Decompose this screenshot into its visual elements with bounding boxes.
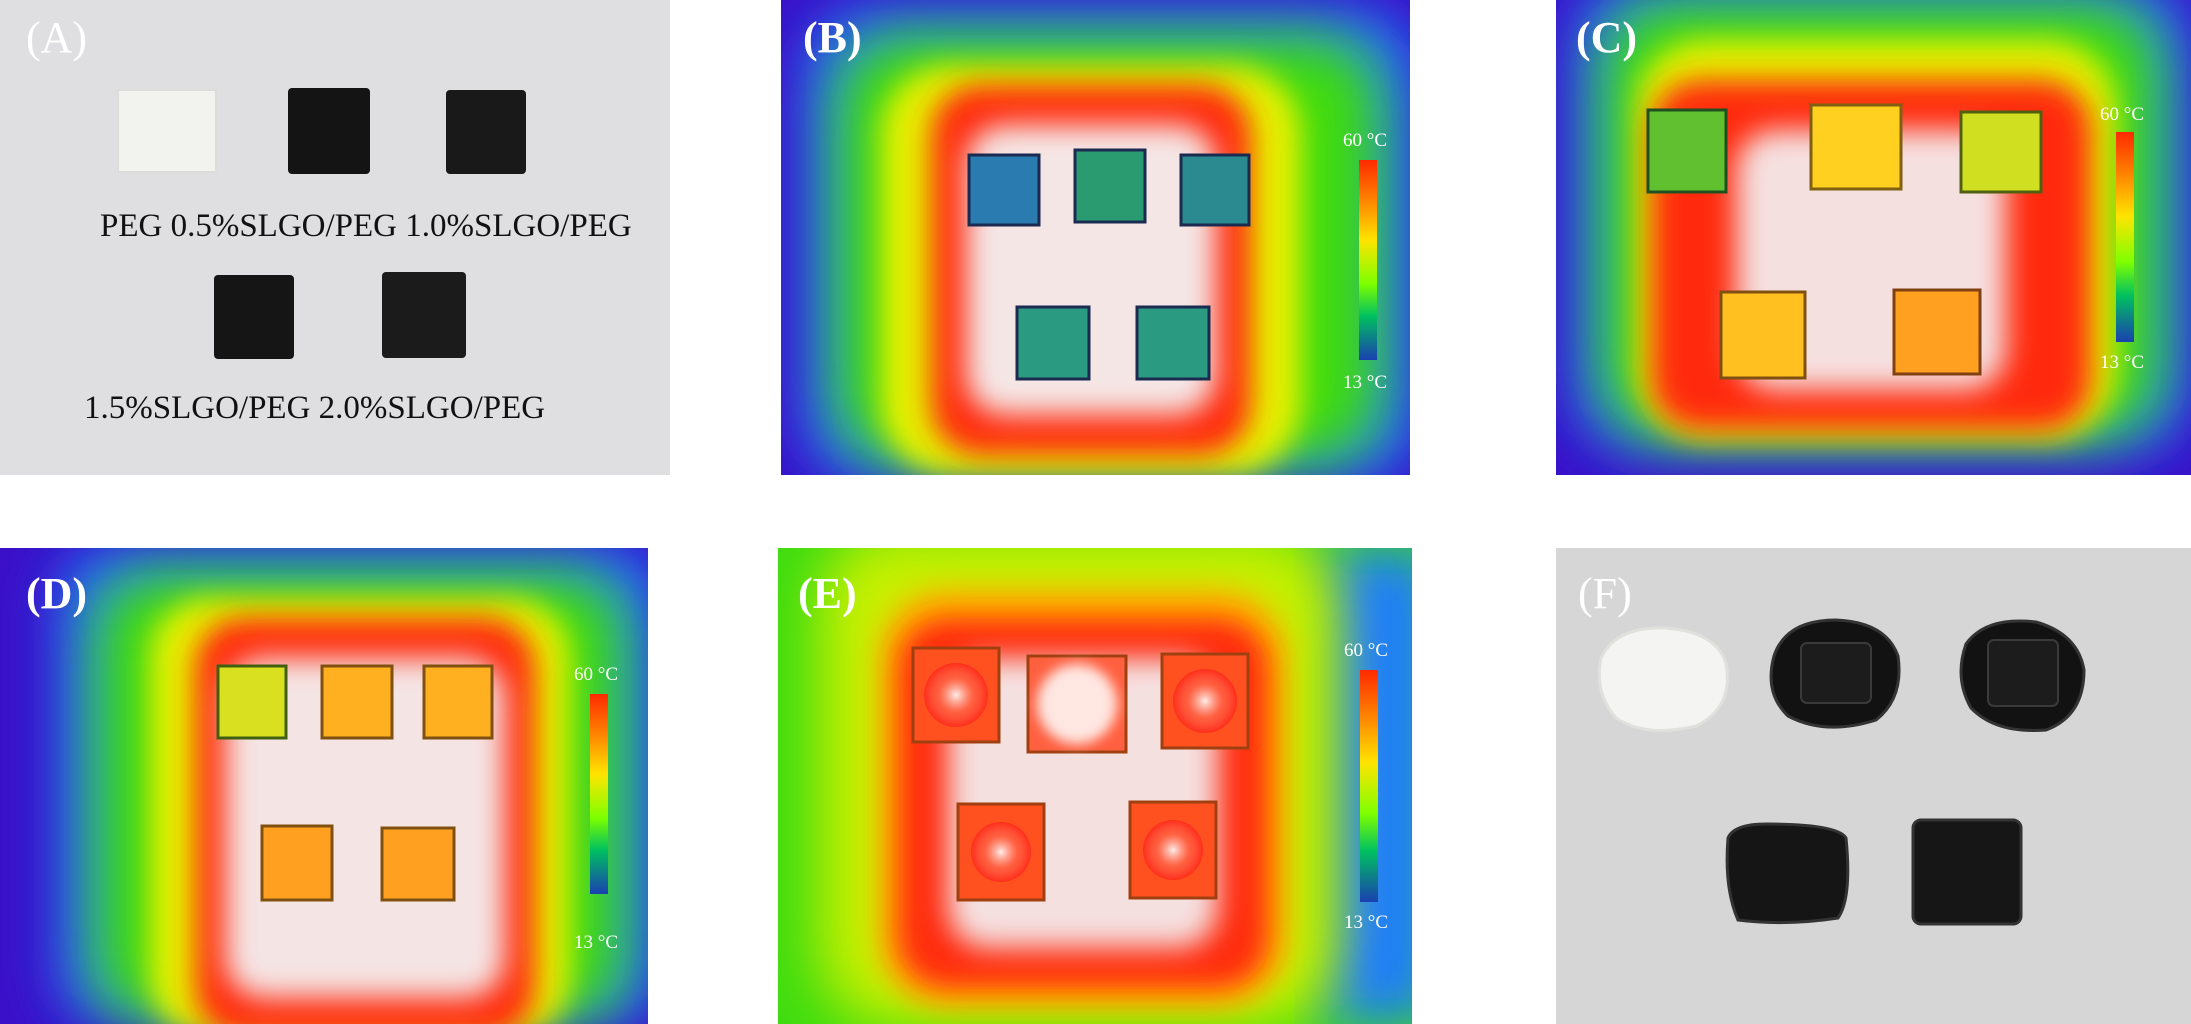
sample-2 xyxy=(1809,103,1903,191)
sample-5 xyxy=(380,826,456,902)
panel-b-label: (B) xyxy=(803,13,862,62)
panel-a-image xyxy=(0,0,670,475)
sample-1 xyxy=(1646,108,1728,194)
sample-peg xyxy=(117,89,217,173)
panel-f-photo: (F) xyxy=(1556,548,2191,1024)
panel-e-label: (E) xyxy=(798,569,857,618)
panel-e-image xyxy=(778,548,1412,1024)
sample-1 xyxy=(967,153,1041,227)
panel-a-label: (A) xyxy=(26,13,88,62)
sample-0.5-slgo xyxy=(288,88,370,174)
panel-d-label: (D) xyxy=(26,569,88,618)
panel-e-thermal: (E) 60 °C 13 °C xyxy=(778,548,1412,1024)
panel-b-scale-max: 60 °C xyxy=(1343,130,1388,151)
panel-b-scale-min: 13 °C xyxy=(1343,372,1388,393)
sample-5 xyxy=(1892,288,1982,376)
sample-4 xyxy=(260,824,334,902)
sample-3 xyxy=(1179,153,1251,227)
panel-d-colorbar xyxy=(590,694,608,894)
panel-a-caption-top: PEG 0.5%SLGO/PEG 1.0%SLGO/PEG xyxy=(100,208,632,244)
panel-b-image xyxy=(781,0,1410,475)
panel-f-image xyxy=(1556,548,2191,1024)
panel-d-scale-min: 13 °C xyxy=(574,932,619,953)
panel-a-photo: (A) PEG 0.5%SLGO/PEG 1.0%SLGO/PEG 1.5%SL… xyxy=(0,0,670,475)
panel-e-scale-min: 13 °C xyxy=(1344,912,1389,933)
sample-3 xyxy=(1959,110,2043,194)
sample-1.5-slgo-melted xyxy=(1725,822,1850,925)
sample-1 xyxy=(216,664,288,740)
panel-a-caption-bottom: 1.5%SLGO/PEG 2.0%SLGO/PEG xyxy=(84,390,546,426)
panel-d-scale-max: 60 °C xyxy=(574,664,619,685)
panel-d-image xyxy=(0,548,648,1024)
panel-c-scale-min: 13 °C xyxy=(2100,352,2145,373)
sample-1.5-slgo xyxy=(214,275,294,359)
panel-c-thermal: (C) 60 °C 13 °C xyxy=(1556,0,2191,475)
sample-peg-melted xyxy=(1597,626,1729,732)
sample-3 xyxy=(422,664,494,740)
panel-b-colorbar xyxy=(1359,160,1377,360)
panel-c-label: (C) xyxy=(1576,13,1638,62)
panel-d-thermal: (D) 60 °C 13 °C xyxy=(0,548,648,1024)
sample-2.0-slgo-melted xyxy=(1911,818,2023,926)
panel-c-image xyxy=(1556,0,2191,475)
panel-b-thermal: (B) 60 °C 13 °C xyxy=(781,0,1410,475)
sample-2 xyxy=(320,664,394,740)
sample-2 xyxy=(1073,148,1147,224)
panel-e-scale-max: 60 °C xyxy=(1344,640,1389,661)
sample-4 xyxy=(1015,305,1091,381)
panel-c-scale-max: 60 °C xyxy=(2100,104,2145,125)
sample-4 xyxy=(1719,290,1807,380)
sample-1.0-slgo xyxy=(446,90,526,174)
sample-2.0-slgo xyxy=(382,272,466,358)
panel-c-colorbar xyxy=(2116,132,2134,342)
panel-f-label: (F) xyxy=(1578,569,1632,618)
panel-e-colorbar xyxy=(1360,670,1378,902)
sample-5 xyxy=(1135,305,1211,381)
